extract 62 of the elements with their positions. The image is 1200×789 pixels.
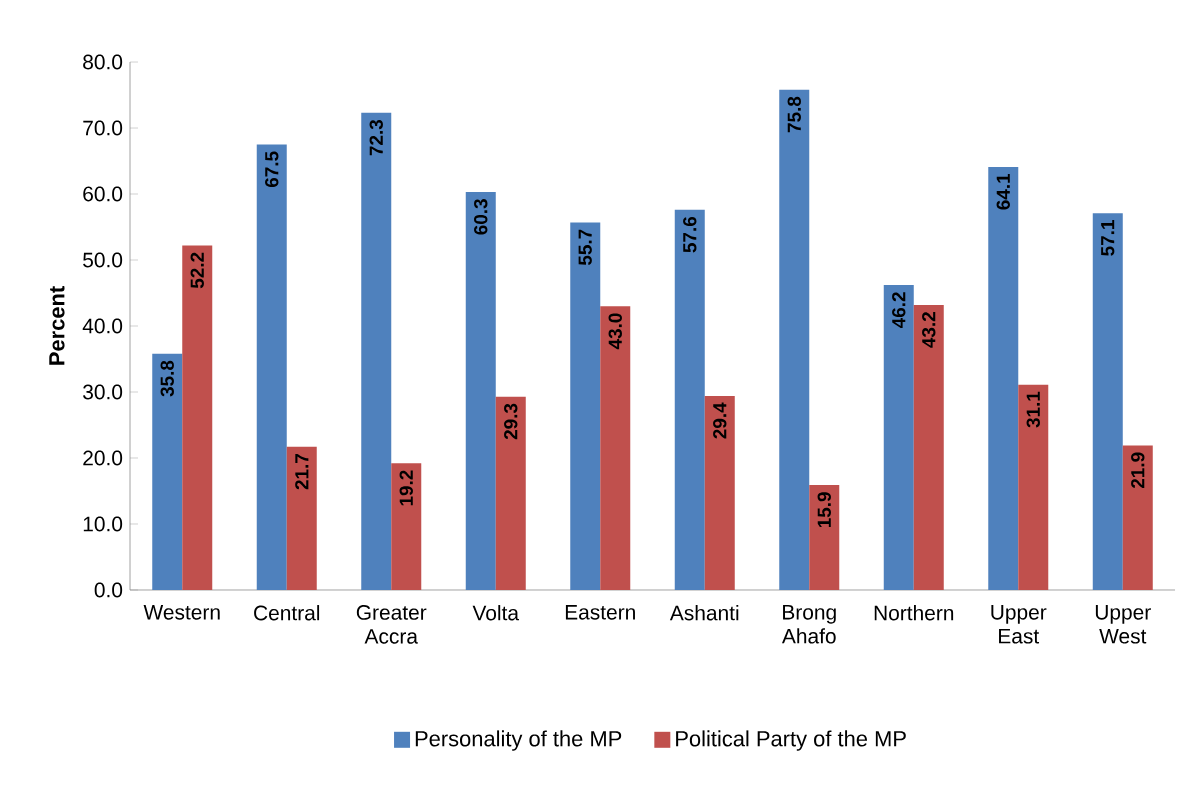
bar [1018,384,1049,590]
y-tick-label: 70.0 [83,120,123,136]
bar [600,306,631,590]
data-label: 43.2 [922,312,936,348]
data-label: 64.1 [996,173,1010,210]
data-label: 52.2 [190,252,204,289]
bar [674,209,705,590]
x-tick-label: Northern [874,605,954,621]
data-label: 15.9 [817,492,831,528]
x-tick-label: Central [254,605,320,621]
bar [182,245,213,590]
data-label: 21.7 [295,454,309,490]
data-label: 35.8 [160,360,174,397]
data-label: 60.3 [474,199,488,235]
bar [256,144,287,590]
y-tick-label: 10.0 [83,516,123,532]
x-tick-label: Volta [472,605,520,621]
bar [883,285,914,590]
bar [1092,213,1123,590]
bar [286,446,317,590]
y-tick-label: 0.0 [94,582,123,598]
y-tick-label: 80.0 [83,54,123,70]
bar [809,485,840,590]
legend-label: Personality of the MP [415,730,622,751]
data-label: 57.1 [1101,220,1115,256]
x-tick-label: Brong Ahafo [781,605,836,644]
x-tick-label: Ashanti [669,605,739,621]
y-tick-label: 60.0 [83,186,123,202]
bar [495,396,526,590]
x-tick-label: Greater Accra [356,605,427,644]
bar [391,463,422,590]
data-label: 21.9 [1131,452,1145,489]
bar [570,222,601,590]
y-tick-label: 40.0 [82,318,123,334]
data-label: 75.8 [787,96,801,133]
data-label: 67.5 [265,151,279,188]
data-label: 46.2 [892,292,906,329]
y-axis-title: Percent [49,286,65,365]
bar [779,89,810,590]
bar [704,395,735,590]
legend-label: Political Party of the MP [676,730,906,751]
bar [361,112,392,590]
x-tick-label: Upper East [991,605,1047,644]
y-tick-label: 20.0 [83,450,123,466]
x-tick-label: Upper West [1095,605,1151,644]
data-label: 29.4 [713,402,727,439]
data-label: 29.3 [504,403,518,440]
data-label: 19.2 [399,470,413,506]
data-label: 57.6 [683,216,697,253]
x-tick-label: Western [143,605,220,620]
bar [988,166,1019,590]
data-label: 43.0 [608,313,622,350]
data-label: 72.3 [369,119,383,156]
data-label: 31.1 [1026,391,1040,428]
y-tick-label: 30.0 [83,384,123,400]
y-tick-label: 50.0 [83,252,123,268]
bar [152,353,183,590]
bar [465,192,496,590]
bar [1122,445,1153,590]
data-label: 55.7 [578,229,592,266]
x-tick-label: Eastern [565,605,635,620]
bar [913,304,944,590]
